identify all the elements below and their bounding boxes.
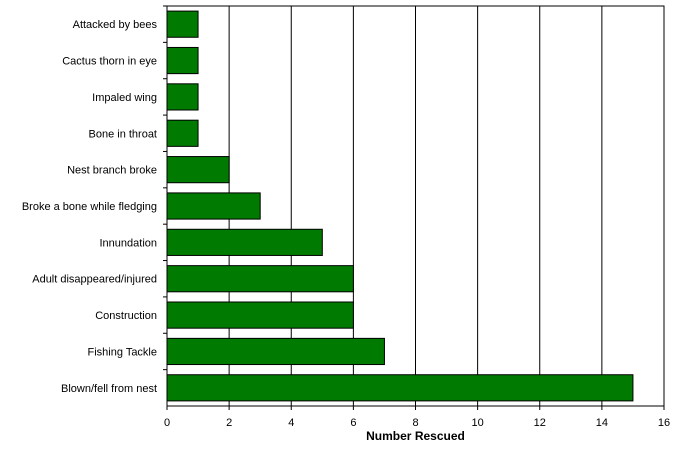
bar	[166, 301, 354, 329]
x-tick-labels: 0 2 4 6 8 10 12 14 16	[164, 406, 670, 429]
category-labels: Attacked by bees Cactus thorn in eye Impal…	[22, 5, 167, 395]
category-label: Attacked by bees	[73, 19, 158, 31]
bar	[166, 337, 385, 366]
bar	[166, 192, 261, 220]
category-label: Adult disappeared/injured	[32, 274, 157, 286]
x-tick-label: 6	[350, 417, 356, 429]
x-tick-label: 16	[658, 417, 670, 429]
category-label: Bone in throat	[89, 128, 158, 140]
bar	[166, 46, 199, 75]
category-label: Nest branch broke	[67, 165, 157, 177]
category-label: Construction	[95, 310, 157, 322]
bar	[166, 10, 199, 38]
x-axis-title: Number Rescued	[366, 429, 465, 443]
category-label: Broke a bone while fledging	[22, 201, 157, 213]
bar	[166, 119, 199, 147]
bar	[166, 374, 634, 402]
x-tick-label: 14	[596, 417, 608, 429]
x-tick-label: 2	[226, 417, 232, 429]
category-label: Fishing Tackle	[88, 346, 158, 358]
category-label: Blown/fell from nest	[61, 383, 157, 395]
category-label: Innundation	[100, 237, 158, 249]
bar	[166, 228, 323, 256]
x-tick-label: 0	[164, 417, 170, 429]
bar	[166, 265, 354, 293]
x-tick-label: 8	[412, 417, 418, 429]
bar	[166, 156, 230, 184]
x-tick-label: 10	[472, 417, 484, 429]
bars	[166, 10, 634, 402]
bar	[166, 83, 199, 111]
x-tick-label: 12	[534, 417, 546, 429]
category-label: Cactus thorn in eye	[62, 56, 157, 68]
category-label: Impaled wing	[92, 92, 157, 104]
x-tick-label: 4	[288, 417, 294, 429]
